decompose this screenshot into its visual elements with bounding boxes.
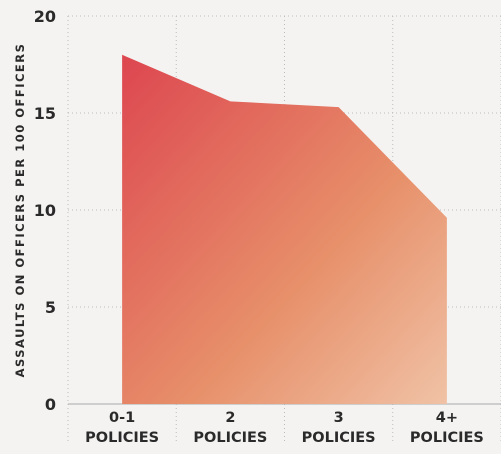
y-tick-label-1: 5 [45,298,56,317]
y-tick-label-0: 0 [45,395,56,414]
y-tick-label-2: 10 [34,201,56,220]
y-tick-label-3: 15 [34,104,56,123]
area-series [122,54,447,405]
x-tick-label-0: 0-1 POLICIES [85,410,159,446]
y-axis-ticks: 0 5 10 15 20 [34,7,56,414]
x-tick-label-3: 4+ POLICIES [410,410,484,446]
y-axis-label: ASSAULTS ON OFFICERS PER 100 OFFICERS [13,43,27,378]
x-tick-label-1: 2 POLICIES [193,410,267,446]
x-axis-ticks: 0-1 POLICIES 2 POLICIES 3 POLICIES 4+ POLICIES [85,410,484,446]
y-tick-label-4: 20 [34,7,56,26]
area-fill [122,54,447,405]
x-tick-label-2: 3 POLICIES [302,410,376,446]
